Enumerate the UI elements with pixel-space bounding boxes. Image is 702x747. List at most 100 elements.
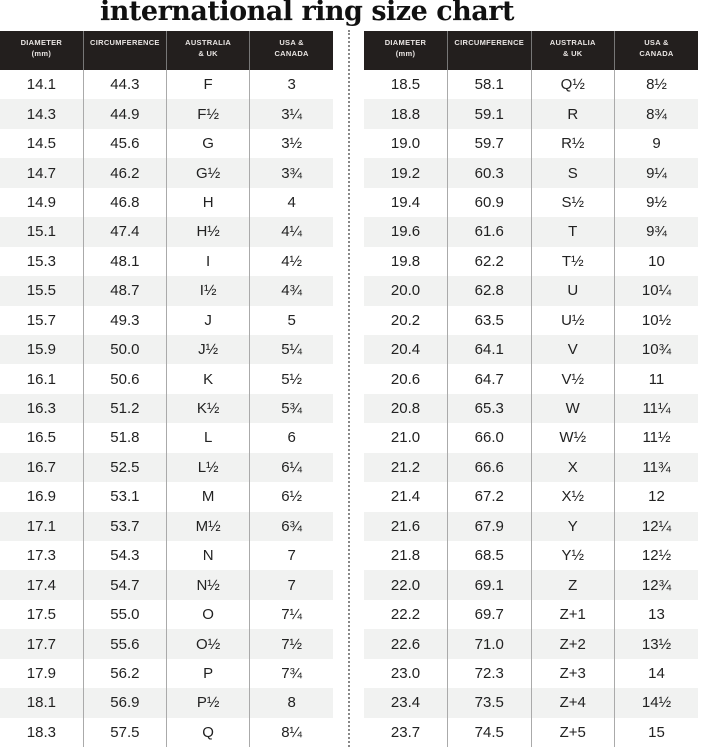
cell-diameter: 14.7 xyxy=(0,158,84,188)
cell-usa-canada: 11¼ xyxy=(614,393,698,424)
table-row: 18.1 56.9 P½ 8 xyxy=(0,688,333,718)
table-row: 17.4 54.7 N½ 7 xyxy=(0,570,333,600)
cell-diameter: 22.2 xyxy=(390,606,421,624)
cell-usa-canada: 7¼ xyxy=(249,599,333,630)
cell-diameter: 16.5 xyxy=(26,429,56,447)
cell-diameter: 20.8 xyxy=(364,393,448,424)
cell-australia-uk: K xyxy=(165,364,250,394)
cell-diameter: 21.6 xyxy=(364,511,448,541)
cell-usa-canada: 4½ xyxy=(249,246,333,277)
cell-circumference: 56.2 xyxy=(82,658,167,689)
cell-circumference: 68.5 xyxy=(447,541,531,571)
cell-diameter: 16.7 xyxy=(0,452,84,483)
table-row: 20.2 63.5 U½ 10½ xyxy=(364,305,698,335)
cell-circumference: 67.2 xyxy=(447,482,531,512)
table-row: 21.4 67.2 X½ 12 xyxy=(364,482,698,512)
cell-australia-uk: Y½ xyxy=(530,541,615,571)
cell-diameter: 15.1 xyxy=(0,217,84,247)
cell-australia-uk: M½ xyxy=(165,511,250,541)
cell-usa-canada: 7½ xyxy=(249,629,333,659)
table-row: 20.0 62.8 U 10¼ xyxy=(364,276,698,306)
cell-circumference: 61.6 xyxy=(447,217,531,247)
cell-usa-canada: 3½ xyxy=(249,128,333,159)
table-row: 14.9 46.8 H 4 xyxy=(0,187,333,218)
table-row: 17.1 53.7 M½ 6¾ xyxy=(0,511,333,541)
cell-usa-canada: 10½ xyxy=(614,305,698,335)
cell-circumference: 52.5 xyxy=(82,452,167,483)
cell-usa-canada: 11½ xyxy=(614,423,698,453)
cell-australia-uk: I xyxy=(165,246,250,277)
cell-usa-canada: 9½ xyxy=(614,187,698,218)
cell-australia-uk: Z+2 xyxy=(530,629,615,659)
cell-circumference: 59.1 xyxy=(447,99,531,129)
cell-diameter: 15.9 xyxy=(0,334,84,365)
ring-size-table-right: DIAMETER (mm) CIRCUMFERENCE AUSTRALIA & UK… xyxy=(364,31,698,747)
cell-usa-canada: 8 xyxy=(249,688,333,718)
cell-usa-canada: 12 xyxy=(614,482,698,512)
cell-usa-canada: 7¾ xyxy=(249,658,333,689)
cell-australia-uk: V½ xyxy=(530,364,615,394)
table-row: 14.3 44.9 F½ 3¼ xyxy=(0,99,333,129)
cell-diameter: 14.1 xyxy=(26,76,56,94)
cell-diameter: 16.9 xyxy=(26,488,56,506)
table-row: 20.4 64.1 V 10¾ xyxy=(364,334,698,365)
cell-circumference: 60.3 xyxy=(447,158,531,188)
cell-circumference: 58.1 xyxy=(447,70,531,100)
table-row: 22.0 69.1 Z 12¾ xyxy=(364,570,698,600)
cell-diameter: 18.3 xyxy=(26,723,56,741)
cell-diameter: 19.8 xyxy=(390,252,421,270)
cell-australia-uk: N½ xyxy=(165,570,250,600)
cell-australia-uk: G½ xyxy=(165,158,250,188)
cell-diameter: 18.5 xyxy=(390,76,421,94)
cell-australia-uk: Q½ xyxy=(530,70,615,100)
cell-diameter: 21.8 xyxy=(390,547,421,565)
cell-diameter: 23.4 xyxy=(364,688,448,718)
table-row: 16.7 52.5 L½ 6¼ xyxy=(0,452,333,483)
cell-diameter: 15.7 xyxy=(26,311,56,329)
header-diameter: DIAMETER (mm) xyxy=(0,31,84,70)
cell-circumference: 50.6 xyxy=(82,364,167,394)
cell-circumference: 67.9 xyxy=(447,511,531,541)
cell-circumference: 72.3 xyxy=(447,658,531,689)
cell-usa-canada: 6¾ xyxy=(249,511,333,541)
cell-circumference: 69.1 xyxy=(447,570,531,600)
cell-circumference: 64.7 xyxy=(447,364,531,394)
cell-australia-uk: K½ xyxy=(165,393,250,424)
cell-diameter: 19.2 xyxy=(364,158,448,188)
dotted-divider xyxy=(348,30,350,747)
cell-australia-uk: U½ xyxy=(530,305,615,335)
table-row: 23.4 73.5 Z+4 14½ xyxy=(364,688,698,718)
cell-circumference: 49.3 xyxy=(82,305,167,335)
cell-australia-uk: T xyxy=(530,217,615,247)
cell-usa-canada: 6½ xyxy=(249,482,333,512)
table-row: 19.4 60.9 S½ 9½ xyxy=(364,187,698,218)
cell-usa-canada: 4 xyxy=(249,187,333,218)
cell-usa-canada: 13 xyxy=(614,599,698,630)
cell-usa-canada: 13½ xyxy=(614,629,698,659)
cell-usa-canada: 8½ xyxy=(614,70,698,100)
cell-circumference: 45.6 xyxy=(82,128,167,159)
cell-australia-uk: F xyxy=(165,70,250,100)
cell-circumference: 69.7 xyxy=(447,599,531,630)
cell-diameter: 22.6 xyxy=(364,629,448,659)
cell-australia-uk: Z+5 xyxy=(530,717,615,747)
header-australia-uk: AUSTRALIA & UK xyxy=(530,31,615,70)
table-row: 19.0 59.7 R½ 9 xyxy=(364,128,698,159)
cell-diameter: 15.3 xyxy=(26,252,56,270)
cell-circumference: 54.7 xyxy=(82,570,167,600)
table-row: 16.1 50.6 K 5½ xyxy=(0,364,333,394)
cell-usa-canada: 4¼ xyxy=(249,217,333,247)
cell-diameter: 16.1 xyxy=(26,370,56,388)
cell-usa-canada: 8¾ xyxy=(614,99,698,129)
cell-australia-uk: W½ xyxy=(530,423,615,453)
cell-australia-uk: Z+1 xyxy=(530,599,615,630)
cell-diameter: 23.0 xyxy=(390,664,421,682)
table-row: 15.7 49.3 J 5 xyxy=(0,305,333,335)
table-row: 17.7 55.6 O½ 7½ xyxy=(0,629,333,659)
table-row: 19.6 61.6 T 9¾ xyxy=(364,217,698,247)
table-row: 22.2 69.7 Z+1 13 xyxy=(364,599,698,630)
cell-australia-uk: M xyxy=(165,482,250,512)
table-row: 19.8 62.2 T½ 10 xyxy=(364,246,698,277)
cell-usa-canada: 12½ xyxy=(614,541,698,571)
cell-usa-canada: 3¼ xyxy=(249,99,333,129)
